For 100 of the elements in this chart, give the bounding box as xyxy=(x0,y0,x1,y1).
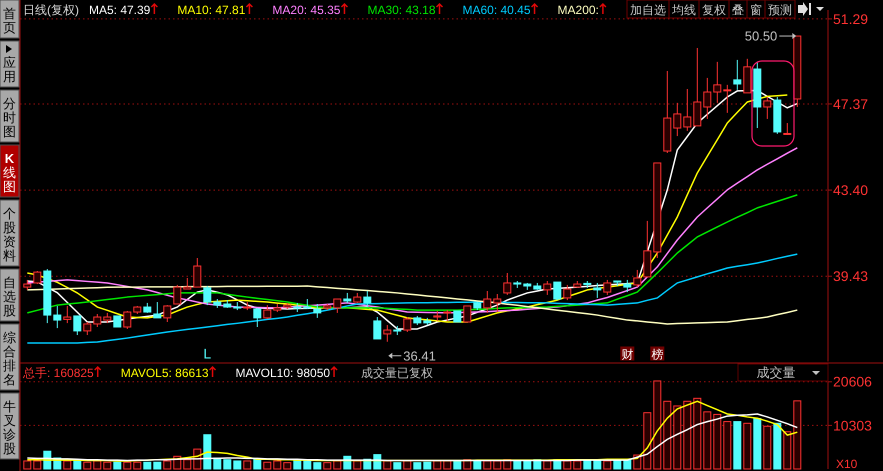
annotation: 预测 xyxy=(768,3,792,17)
text: 总手: 160825 xyxy=(22,366,94,380)
bar xyxy=(793,400,802,470)
bar xyxy=(433,460,442,470)
bar xyxy=(113,462,122,470)
bar xyxy=(203,434,212,470)
bar xyxy=(23,460,32,470)
bar xyxy=(123,462,132,470)
bar xyxy=(243,460,252,470)
y-tick-label: 43.40 xyxy=(833,182,868,198)
bar xyxy=(723,421,732,470)
bar xyxy=(763,426,772,470)
bar xyxy=(163,460,172,470)
candlestick xyxy=(383,324,392,342)
bar xyxy=(223,459,232,470)
text: MA200: xyxy=(558,3,599,17)
bar xyxy=(673,405,682,470)
bar xyxy=(383,460,392,470)
bar xyxy=(293,460,302,470)
bar xyxy=(233,460,242,470)
bar xyxy=(663,400,672,470)
bar xyxy=(103,462,112,470)
bar xyxy=(563,460,572,470)
bar xyxy=(353,460,362,470)
bar xyxy=(613,460,622,470)
line-series xyxy=(26,194,798,314)
y-tick-label: 51.29 xyxy=(833,10,868,27)
bar xyxy=(733,421,742,470)
bar xyxy=(693,398,702,470)
text: MA5: 47.39 xyxy=(88,3,151,17)
text: MAVOL5: 86613 xyxy=(120,366,209,380)
annotation: 36.41 xyxy=(403,348,436,364)
annotation: 50.50 xyxy=(744,28,778,44)
y-tick-label: 10303 xyxy=(833,417,872,434)
bar xyxy=(753,418,762,470)
bar xyxy=(333,460,342,470)
annotation: 复权 xyxy=(702,3,726,17)
annotation: 财 xyxy=(621,348,634,362)
bar xyxy=(253,458,262,470)
bar xyxy=(523,460,532,470)
bar xyxy=(493,460,502,470)
bar xyxy=(513,460,522,470)
bar xyxy=(583,460,592,470)
bar xyxy=(443,460,452,470)
y-tick-label: 39.43 xyxy=(833,268,868,284)
bar xyxy=(63,460,72,470)
bar xyxy=(773,422,782,470)
bar xyxy=(603,460,612,470)
line-series xyxy=(26,253,798,344)
bar xyxy=(593,460,602,470)
bar xyxy=(403,460,412,470)
text: MAVOL10: 98050 xyxy=(236,366,330,380)
bar xyxy=(83,462,92,470)
text: 牛叉诊股 xyxy=(3,399,16,456)
bar xyxy=(703,411,712,470)
text: MA30: 43.18 xyxy=(367,3,436,17)
bar xyxy=(683,400,692,470)
text: MA20: 45.35 xyxy=(272,3,341,17)
bar xyxy=(643,412,652,470)
candlestick xyxy=(673,102,682,137)
bar xyxy=(263,462,272,470)
text: 首页 xyxy=(3,6,16,35)
annotation: 榜 xyxy=(651,348,664,362)
dropdown-field: 成交量 xyxy=(738,364,828,382)
text: 自选股 xyxy=(3,275,16,318)
bar xyxy=(133,462,142,470)
text: 应用 xyxy=(3,55,16,84)
line-series xyxy=(26,413,798,462)
bar xyxy=(303,460,312,470)
bar xyxy=(93,460,102,470)
bar xyxy=(143,462,152,470)
bar xyxy=(183,459,192,470)
bar xyxy=(313,462,322,470)
y-tick-label: 20606 xyxy=(833,374,872,390)
bar xyxy=(33,460,42,470)
bar xyxy=(453,460,462,470)
bar xyxy=(543,460,552,470)
text: K线图 xyxy=(3,151,16,194)
bar xyxy=(393,462,402,470)
annotation: 叠 xyxy=(732,3,744,17)
annotation: 加自选 xyxy=(630,3,666,17)
candlestick xyxy=(703,77,712,120)
candlestick xyxy=(733,59,742,90)
candlestick xyxy=(493,294,502,313)
bar xyxy=(653,380,662,470)
bar xyxy=(73,460,82,470)
candlestick xyxy=(483,290,492,314)
candlestick xyxy=(313,304,322,318)
annotation: 成交量 xyxy=(756,365,796,380)
candlestick xyxy=(53,305,62,329)
bar xyxy=(423,462,432,470)
text: MA10: 47.81 xyxy=(177,3,246,17)
bar xyxy=(473,460,482,470)
text: MA60: 40.45 xyxy=(462,3,531,17)
annotation: 窗 xyxy=(750,3,762,17)
annotation: 成交量已复权 xyxy=(361,366,434,380)
annotation: L xyxy=(203,346,212,362)
bar xyxy=(323,462,332,470)
annotation: 均线 xyxy=(671,3,696,17)
bar xyxy=(743,422,752,470)
